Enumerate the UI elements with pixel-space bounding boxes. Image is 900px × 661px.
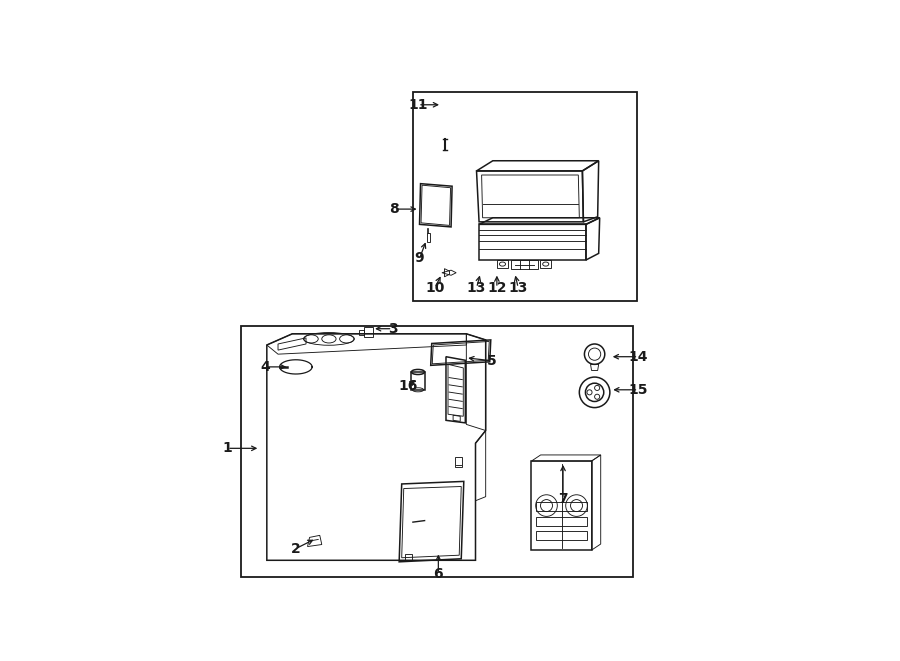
Bar — [411, 372, 425, 390]
Bar — [536, 531, 588, 540]
Text: 5: 5 — [487, 354, 497, 368]
Text: 6: 6 — [434, 567, 443, 581]
Text: 9: 9 — [415, 251, 424, 266]
Text: 8: 8 — [389, 202, 399, 216]
Text: 13: 13 — [467, 281, 486, 295]
Bar — [536, 516, 588, 525]
Text: 4: 4 — [260, 360, 270, 374]
Text: 7: 7 — [558, 492, 568, 506]
Text: 12: 12 — [487, 281, 507, 295]
Text: 14: 14 — [628, 350, 648, 364]
Text: 16: 16 — [398, 379, 418, 393]
Text: 10: 10 — [425, 281, 445, 295]
Text: 3: 3 — [388, 322, 398, 336]
Bar — [455, 457, 462, 467]
Text: 2: 2 — [291, 541, 301, 556]
Bar — [241, 326, 634, 577]
Text: 11: 11 — [409, 98, 428, 112]
Text: 13: 13 — [508, 281, 528, 295]
Text: 15: 15 — [628, 383, 648, 397]
Bar — [536, 502, 588, 512]
Bar — [413, 92, 637, 301]
Text: 1: 1 — [222, 442, 232, 455]
